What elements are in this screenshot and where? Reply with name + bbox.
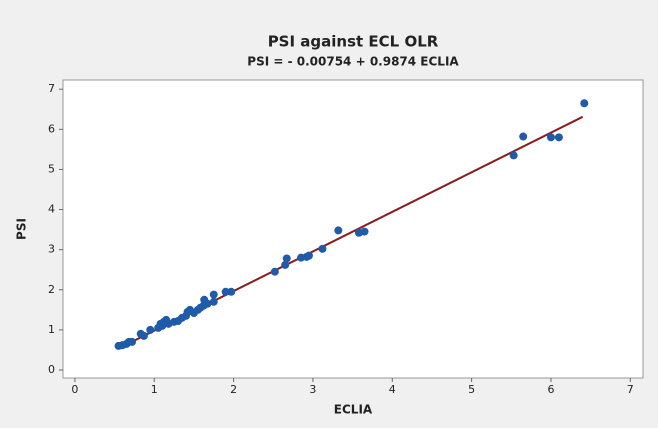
point	[281, 260, 290, 269]
chart-subtitle: PSI = - 0.00754 + 0.9874 ECLIA	[247, 55, 459, 69]
y-tick-label: 5	[48, 162, 55, 175]
point	[209, 290, 218, 299]
point	[146, 325, 155, 334]
x-tick-label: 7	[627, 383, 634, 396]
point	[221, 287, 230, 296]
point	[580, 99, 589, 108]
y-tick-label: 7	[48, 82, 55, 95]
point	[139, 331, 148, 340]
point	[519, 132, 528, 141]
y-tick-label: 2	[48, 283, 55, 296]
x-axis-label: ECLIA	[334, 403, 373, 417]
x-tick-label: 1	[151, 383, 158, 396]
point	[209, 297, 218, 306]
x-tick-label: 2	[230, 383, 237, 396]
y-tick-label: 0	[48, 363, 55, 376]
y-axis-label: PSI	[15, 218, 29, 240]
x-tick-label: 5	[468, 383, 475, 396]
y-tick-label: 4	[48, 203, 55, 216]
x-tick-label: 3	[309, 383, 316, 396]
point	[270, 267, 279, 276]
point	[509, 151, 518, 160]
point	[203, 299, 212, 308]
point	[282, 254, 291, 263]
point	[318, 244, 327, 253]
x-tick-label: 4	[389, 383, 396, 396]
point	[360, 227, 369, 236]
point	[128, 337, 137, 346]
x-tick-label: 6	[547, 383, 554, 396]
chart-title: PSI against ECL OLR	[268, 33, 439, 51]
point	[546, 133, 555, 142]
x-tick-label: 0	[71, 383, 78, 396]
point	[334, 226, 343, 235]
point	[227, 287, 236, 296]
y-tick-label: 6	[48, 122, 55, 135]
point	[304, 251, 313, 260]
y-tick-label: 1	[48, 323, 55, 336]
y-tick-label: 3	[48, 243, 55, 256]
point	[554, 133, 563, 142]
